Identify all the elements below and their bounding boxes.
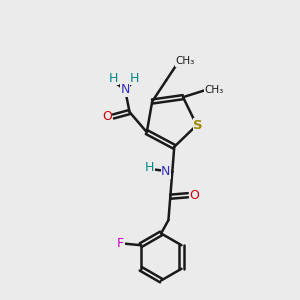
Text: CH₃: CH₃	[175, 56, 194, 66]
Text: F: F	[117, 237, 124, 250]
Text: H: H	[145, 161, 154, 174]
Text: H: H	[109, 72, 118, 85]
Text: S: S	[194, 119, 203, 132]
Text: O: O	[190, 189, 200, 202]
Text: N: N	[121, 83, 130, 97]
Text: O: O	[102, 110, 112, 123]
Text: N: N	[161, 165, 170, 178]
Text: CH₃: CH₃	[204, 85, 224, 95]
Text: H: H	[129, 72, 139, 85]
